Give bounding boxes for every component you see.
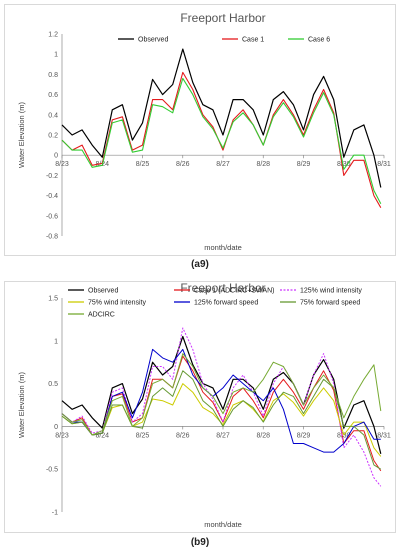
chart1-y-tick-label: 1 [54, 52, 58, 59]
chart1-legend-label: Case 6 [308, 37, 330, 44]
chart1-x-tick-label: 8/25 [136, 161, 150, 168]
chart2-x-tick-label: 8/25 [136, 432, 150, 439]
chart1-x-tick-label: 8/31 [377, 161, 391, 168]
chart1-y-tick-label: 1.2 [48, 32, 58, 39]
chart2-y-tick-label: 1.5 [48, 296, 58, 303]
chart2-y-tick-label: -0.5 [46, 467, 58, 474]
chart2-title: Freeport Harbor [180, 281, 265, 295]
chart1-title: Freeport Harbor [180, 11, 265, 25]
chart2-legend-label: 75% wind intensity [88, 300, 146, 307]
chart2-x-tick-label: 8/27 [216, 432, 230, 439]
chart2-x-tick-label: 8/31 [377, 432, 391, 439]
chart1-x-tick-label: 8/23 [55, 161, 69, 168]
chart2-series-5 [61, 348, 381, 453]
chart1-x-tick-label: 8/29 [297, 161, 311, 168]
chart1-x-tick-label: 8/30 [337, 161, 351, 168]
chart2-series-6 [61, 370, 382, 470]
chart1-y-tick-label: -0.6 [46, 213, 58, 220]
chart2-legend-label: 125% wind intensity [300, 288, 362, 295]
chart2-y-tick-label: 1 [54, 338, 58, 345]
chart1-x-axis-label: month/date [204, 243, 242, 252]
chart1-series-2 [61, 71, 382, 208]
chart1-series-1 [61, 48, 382, 188]
chart2-legend-label: ADCIRC [88, 312, 115, 319]
chart2-legend-label: 125% forward speed [194, 300, 258, 307]
chart1-y-tick-label: 0.8 [48, 72, 58, 79]
chart2-y-tick-label: -1 [52, 510, 58, 517]
panel-caption-b9: (b9) [190, 537, 210, 548]
chart1-y-tick-label: 0.6 [48, 92, 58, 99]
chart2-x-axis-label: month/date [204, 520, 242, 529]
chart1-x-tick-label: 8/27 [216, 161, 230, 168]
chart2-legend-label: Case 1 (ADCIRC+SWAN) [194, 288, 274, 295]
chart1-y-tick-label: -0.4 [46, 193, 58, 200]
chart2-y-axis-label: Water Elevation (m) [17, 372, 26, 438]
chart2-x-tick-label: 8/24 [95, 432, 109, 439]
chart2-series-7 [61, 353, 382, 436]
chart1-y-tick-label: 0 [54, 153, 58, 160]
chart1-y-tick-label: -0.8 [46, 234, 58, 241]
chart2-x-tick-label: 8/23 [55, 432, 69, 439]
chart2-y-tick-label: 0.5 [48, 381, 58, 388]
chart1-series-3 [61, 77, 382, 204]
chart2-series-4 [61, 383, 382, 457]
chart1-y-tick-label: 0.2 [48, 133, 58, 140]
chart1-y-tick-label: -0.2 [46, 173, 58, 180]
chart2-legend-label: 75% forward speed [300, 300, 360, 307]
chart2-x-tick-label: 8/29 [297, 432, 311, 439]
chart2-x-tick-label: 8/28 [256, 432, 270, 439]
chart1-legend-label: Observed [138, 37, 168, 44]
chart1-x-tick-label: 8/28 [256, 161, 270, 168]
chart2-series-3 [61, 327, 382, 487]
chart1-y-tick-label: 0.4 [48, 112, 58, 119]
chart2-legend-label: Observed [88, 288, 118, 295]
chart1-x-tick-label: 8/26 [176, 161, 190, 168]
chart-panel-a9 [4, 4, 396, 256]
chart1-y-axis-label: Water Elevation (m) [17, 102, 26, 168]
chart2-x-tick-label: 8/26 [176, 432, 190, 439]
chart2-x-tick-label: 8/30 [337, 432, 351, 439]
panel-caption-a9: (a9) [191, 259, 209, 270]
chart1-legend-label: Case 1 [242, 37, 264, 44]
chart2-y-tick-label: 0 [54, 424, 58, 431]
